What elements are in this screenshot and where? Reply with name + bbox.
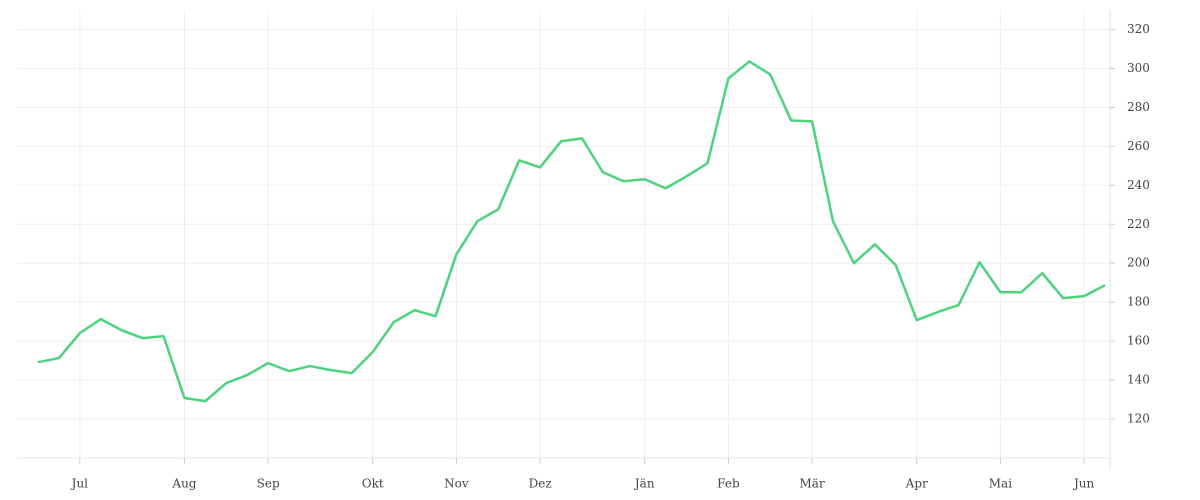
y-tick-label: 320 bbox=[1127, 22, 1150, 36]
y-tick-label: 300 bbox=[1127, 61, 1150, 75]
x-tick-label: Jul bbox=[70, 477, 89, 491]
x-tick-label: Feb bbox=[717, 477, 740, 491]
x-tick-label: Dez bbox=[529, 477, 552, 491]
x-tick-label: Sep bbox=[257, 477, 280, 491]
y-tick-label: 120 bbox=[1127, 412, 1150, 426]
y-tick-label: 260 bbox=[1127, 139, 1150, 153]
x-tick-label: Okt bbox=[362, 477, 384, 491]
y-tick-label: 280 bbox=[1127, 100, 1150, 114]
x-tick-label: Jän bbox=[633, 477, 655, 491]
y-tick-label: 220 bbox=[1127, 217, 1150, 231]
y-tick-label: 160 bbox=[1127, 334, 1150, 348]
x-tick-label: Nov bbox=[444, 477, 469, 491]
x-tick-label: Apr bbox=[905, 477, 928, 491]
x-tick-label: Aug bbox=[171, 477, 196, 491]
y-tick-label: 240 bbox=[1127, 178, 1150, 192]
x-tick-label: Mai bbox=[989, 477, 1012, 491]
x-tick-label: Mär bbox=[800, 477, 825, 491]
y-tick-label: 140 bbox=[1127, 373, 1150, 387]
x-tick-label: Jun bbox=[1072, 477, 1095, 491]
y-tick-label: 200 bbox=[1127, 256, 1150, 270]
y-tick-label: 180 bbox=[1127, 295, 1150, 309]
line-series bbox=[37, 60, 1106, 403]
